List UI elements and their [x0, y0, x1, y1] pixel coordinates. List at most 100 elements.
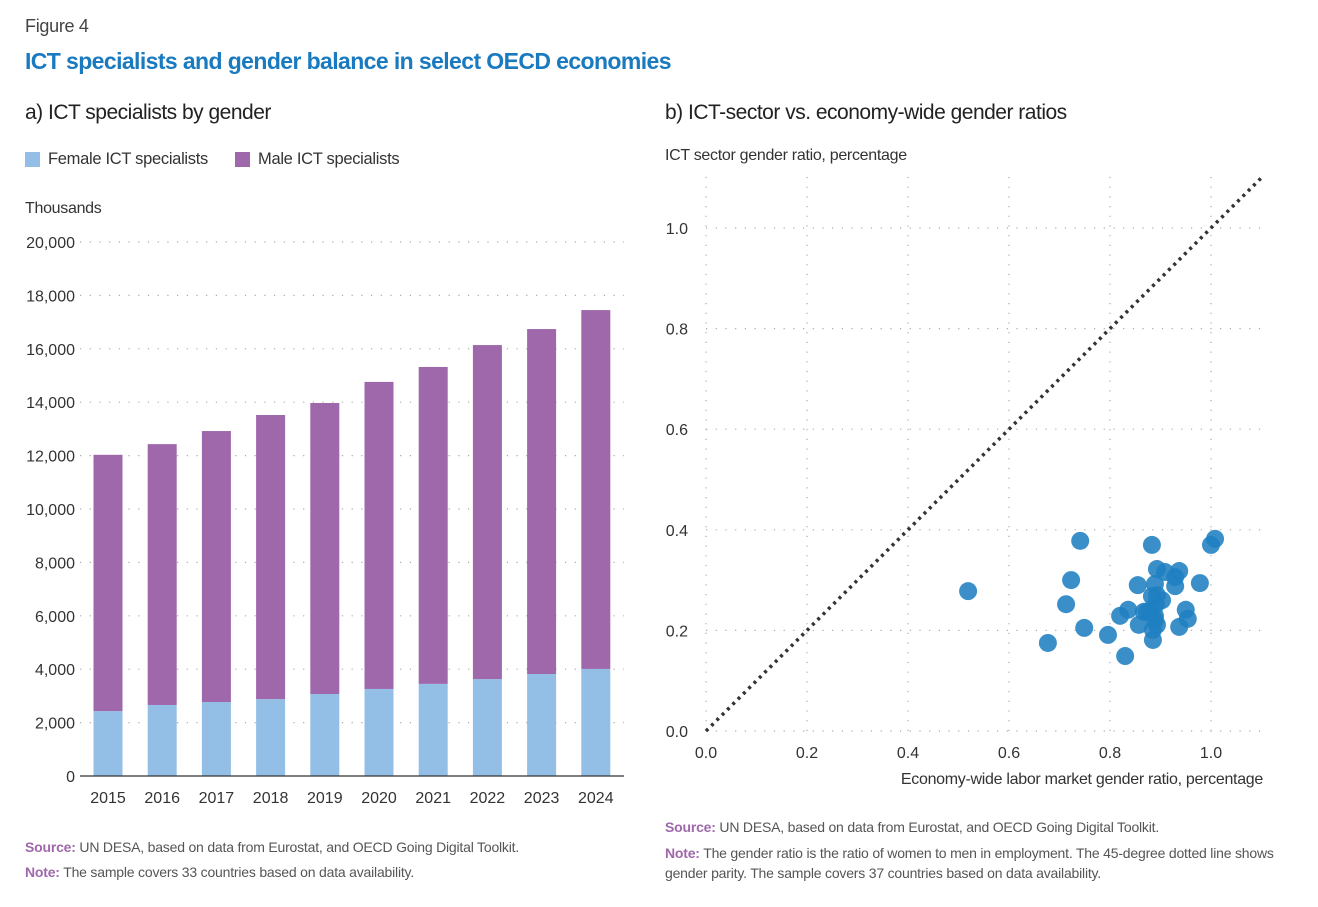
scatter-point — [1057, 595, 1076, 614]
source-label: Source: — [665, 819, 716, 835]
scatter-chart-title: b) ICT-sector vs. economy-wide gender ra… — [665, 101, 1067, 124]
scatter-y-tick-label: 0.0 — [666, 724, 688, 741]
bar-x-tick-label: 2017 — [199, 790, 235, 807]
bar-x-tick-label: 2016 — [144, 790, 180, 807]
figure-title: ICT specialists and gender balance in se… — [25, 48, 671, 74]
bar-female — [527, 674, 557, 776]
bar-x-tick-label: 2022 — [470, 790, 506, 807]
bar-male — [256, 415, 286, 700]
parity-reference-line — [704, 176, 1263, 733]
scatter-point — [1170, 562, 1189, 581]
scatter-point — [1075, 618, 1094, 637]
scatter-point — [1119, 600, 1138, 619]
scatter-point — [1147, 615, 1166, 634]
scatter-point — [1062, 571, 1081, 590]
scatter-x-tick-label: 0.6 — [998, 745, 1020, 762]
legend-male: Male ICT specialists — [235, 150, 400, 169]
bar-y-tick-label: 10,000 — [26, 502, 75, 519]
bar-female — [472, 679, 502, 776]
bar-y-tick-label: 18,000 — [26, 288, 75, 305]
scatter-source-note: Source: UN DESA, based on data from Euro… — [665, 815, 1275, 883]
bar-male — [527, 329, 557, 675]
scatter-point — [1038, 633, 1057, 652]
male-swatch — [235, 152, 250, 167]
bar-x-tick-label: 2021 — [415, 790, 451, 807]
legend-female-label: Female ICT specialists — [48, 150, 208, 168]
bar-y-tick-label: 4,000 — [35, 662, 75, 679]
bar-male — [201, 431, 231, 703]
bar-y-tick-label: 6,000 — [35, 609, 75, 626]
scatter-point — [1116, 647, 1135, 666]
scatter-y-tick-label: 0.6 — [666, 422, 688, 439]
bar-y-tick-label: 20,000 — [26, 235, 75, 252]
bar-y-tick-label: 2,000 — [35, 716, 75, 733]
scatter-x-tick-label: 0.0 — [695, 745, 717, 762]
bar-note: Note: The sample covers 33 countries bas… — [25, 860, 645, 885]
scatter-point — [1098, 625, 1117, 644]
bar-female — [581, 668, 611, 776]
bar-male — [472, 345, 502, 680]
note-label: Note: — [665, 845, 700, 861]
bar-x-tick-label: 2015 — [90, 790, 126, 807]
scatter-point — [1153, 591, 1172, 610]
bar-female — [310, 694, 340, 776]
legend-female: Female ICT specialists — [25, 150, 208, 169]
bar-female — [364, 688, 394, 776]
bar-y-tick-label: 12,000 — [26, 449, 75, 466]
scatter-x-tick-label: 0.4 — [897, 745, 919, 762]
bar-source: Source: UN DESA, based on data from Euro… — [25, 835, 645, 860]
bar-y-tick-label: 0 — [66, 769, 75, 786]
scatter-y-tick-label: 1.0 — [666, 221, 688, 238]
scatter-point — [1143, 630, 1162, 649]
bar-y-tick-label: 14,000 — [26, 395, 75, 412]
scatter-x-tick-label: 1.0 — [1200, 745, 1222, 762]
bar-male — [310, 403, 340, 695]
scatter-y-tick-label: 0.2 — [666, 623, 688, 640]
figure-label: Figure 4 — [25, 16, 89, 36]
scatter-point — [1166, 577, 1185, 596]
scatter-point — [1170, 617, 1189, 636]
note-text: The gender ratio is the ratio of women t… — [665, 845, 1274, 881]
bar-male — [93, 454, 123, 712]
source-label: Source: — [25, 839, 76, 855]
scatter-point — [1134, 602, 1153, 621]
scatter-y-tick-label: 0.4 — [666, 523, 688, 540]
bar-male — [147, 444, 177, 705]
bar-y-tick-label: 8,000 — [35, 555, 75, 572]
bar-female — [201, 702, 231, 776]
bar-chart-title: a) ICT specialists by gender — [25, 101, 271, 124]
bar-y-axis-label: Thousands — [25, 200, 102, 217]
scatter-note: Note: The gender ratio is the ratio of w… — [665, 843, 1275, 883]
scatter-source: Source: UN DESA, based on data from Euro… — [665, 815, 1275, 840]
scatter-point — [1071, 531, 1090, 550]
bar-x-tick-label: 2024 — [578, 790, 614, 807]
source-text: UN DESA, based on data from Eurostat, an… — [75, 839, 520, 855]
scatter-y-axis-label: ICT sector gender ratio, percentage — [665, 147, 907, 164]
note-text: The sample covers 33 countries based on … — [59, 864, 415, 880]
note-label: Note: — [25, 864, 60, 880]
scatter-y-tick-label: 0.8 — [666, 322, 688, 339]
bar-x-tick-label: 2023 — [524, 790, 560, 807]
bar-x-tick-label: 2018 — [253, 790, 289, 807]
bar-male — [364, 381, 394, 689]
scatter-x-tick-label: 0.2 — [796, 745, 818, 762]
bar-female — [256, 699, 286, 776]
bar-female — [147, 704, 177, 776]
scatter-point — [1206, 529, 1225, 548]
source-text: UN DESA, based on data from Eurostat, an… — [715, 819, 1160, 835]
scatter-point — [1190, 574, 1209, 593]
bar-source-note: Source: UN DESA, based on data from Euro… — [25, 835, 645, 885]
bar-female — [93, 711, 123, 776]
bar-x-tick-label: 2020 — [361, 790, 397, 807]
female-swatch — [25, 152, 40, 167]
bar-x-tick-label: 2019 — [307, 790, 343, 807]
bar-male — [581, 310, 611, 669]
legend-male-label: Male ICT specialists — [258, 150, 400, 168]
scatter-x-axis-label: Economy-wide labor market gender ratio, … — [900, 771, 1263, 788]
scatter-point — [959, 582, 978, 601]
bar-male — [418, 366, 448, 684]
scatter-point — [1142, 535, 1161, 554]
scatter-point — [1128, 576, 1147, 595]
